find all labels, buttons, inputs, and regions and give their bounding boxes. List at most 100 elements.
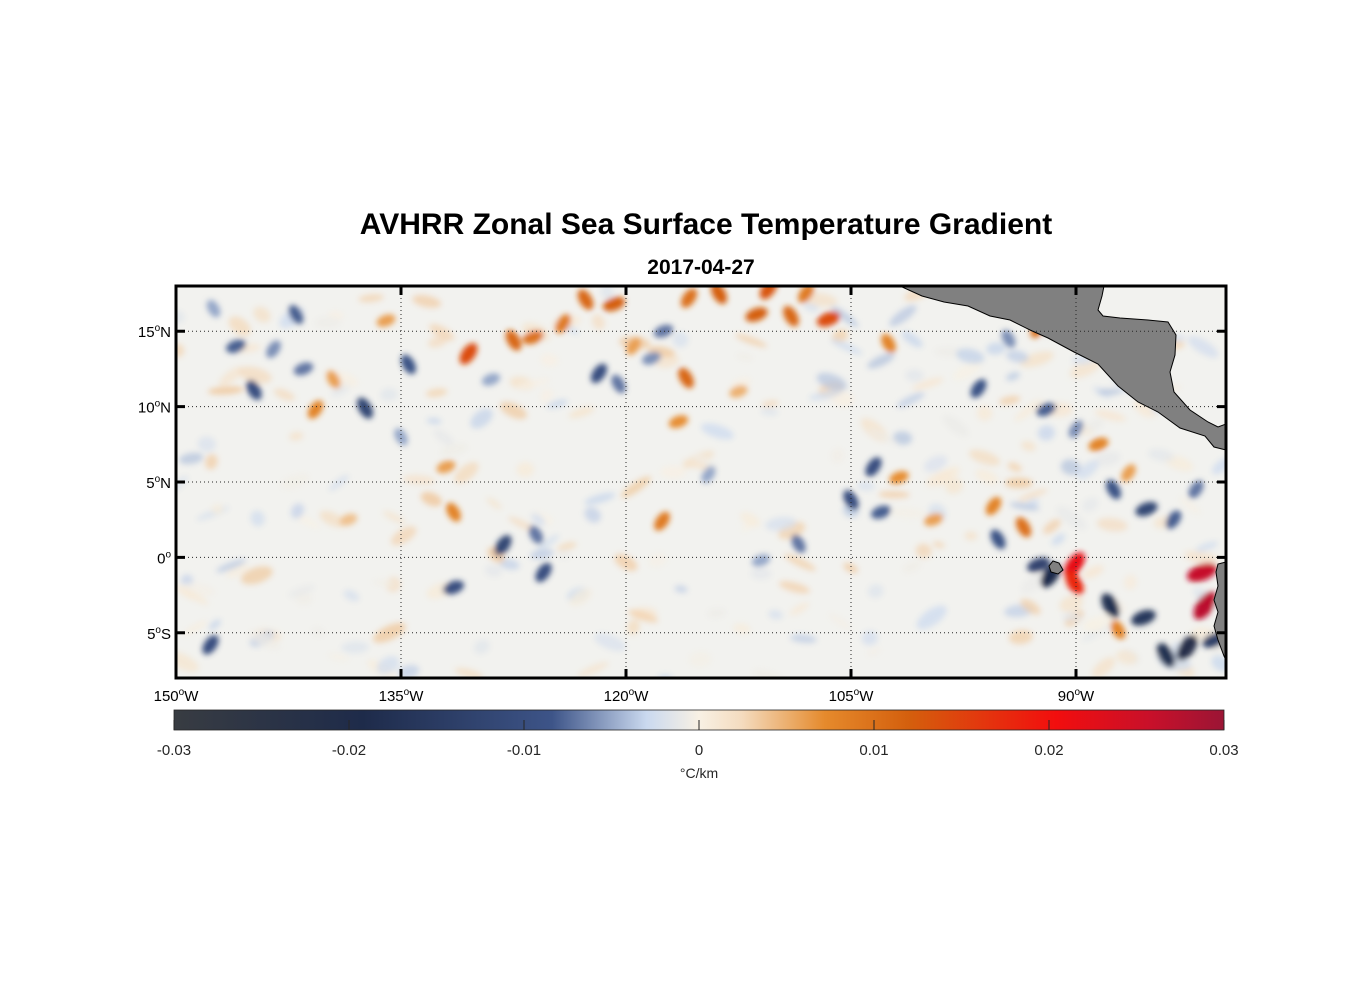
gradient-feature (394, 428, 408, 446)
texture-blob (1082, 614, 1115, 631)
texture-blob (557, 541, 577, 552)
texture-blob (454, 667, 484, 678)
texture-blob (672, 331, 689, 348)
lon-tick-label: 105oW (829, 687, 875, 705)
texture-blob (473, 639, 490, 654)
gradient-feature (505, 330, 522, 351)
gradient-feature (680, 288, 698, 308)
gradient-feature (1186, 563, 1218, 582)
texture-blob (1085, 418, 1104, 433)
texture-blob (943, 415, 969, 437)
texture-blob (426, 417, 442, 425)
texture-blob (896, 392, 925, 408)
texture-blob (197, 436, 216, 452)
colorbar-tick-label: 0.02 (1034, 742, 1063, 759)
chart-subtitle: 2017-04-27 (647, 256, 754, 279)
texture-blob (1184, 550, 1219, 564)
texture-blob (789, 602, 810, 616)
gradient-feature (985, 496, 1002, 516)
gradient-feature (590, 363, 608, 384)
texture-blob (843, 562, 858, 574)
gradient-feature (1156, 643, 1176, 668)
texture-blob (1069, 358, 1102, 378)
gradient-feature (1068, 420, 1084, 438)
texture-blob (591, 314, 605, 330)
texture-blob (688, 651, 712, 668)
texture-blob (568, 406, 595, 419)
texture-blob (932, 541, 945, 549)
texture-blob (1006, 350, 1029, 363)
colorbar-tick-label: 0.01 (859, 742, 888, 759)
texture-blob (584, 492, 616, 505)
texture-blob (816, 372, 847, 391)
texture-blob (241, 566, 273, 585)
gradient-feature (653, 324, 674, 338)
chart-title: AVHRR Zonal Sea Surface Temperature Grad… (360, 208, 1052, 241)
texture-blob (916, 605, 947, 630)
texture-blob (735, 334, 768, 348)
texture-blob (569, 588, 592, 606)
texture-blob (176, 343, 185, 358)
texture-blob (248, 630, 281, 650)
texture-blob (600, 286, 614, 299)
texture-blob (912, 377, 944, 391)
texture-blob (584, 507, 601, 523)
gradient-feature (611, 374, 626, 394)
texture-blob (627, 619, 640, 635)
texture-blob (768, 609, 783, 620)
texture-blob (1021, 573, 1046, 594)
texture-blob (420, 491, 442, 507)
gradient-feature (710, 286, 728, 305)
colorbar-tick-label: -0.03 (157, 742, 191, 759)
texture-blob (358, 294, 384, 303)
gradient-feature (400, 354, 417, 375)
galapagos-islands (1048, 560, 1064, 575)
texture-blob (956, 348, 985, 364)
texture-blob (500, 401, 527, 420)
texture-blob (732, 623, 751, 634)
texture-blob (701, 423, 734, 440)
latitude-ticks: 15oN 10oN 5oN 0o 5oS (138, 323, 1226, 643)
gradient-feature (535, 562, 552, 583)
gradient-feature (865, 457, 882, 477)
gradient-feature (446, 502, 461, 522)
texture-blob (1076, 460, 1099, 480)
texture-blob (372, 579, 396, 587)
gradient-feature (555, 314, 571, 334)
lat-tick-label: 0o (157, 549, 171, 567)
texture-blob (1187, 336, 1219, 358)
texture-blob (856, 481, 876, 491)
texture-blob (1094, 409, 1127, 422)
texture-blob (485, 564, 502, 577)
texture-blob (593, 633, 627, 652)
texture-blob (539, 388, 554, 403)
texture-blob (925, 470, 953, 487)
gradient-feature (1121, 464, 1136, 482)
texture-blob (1123, 574, 1137, 590)
texture-blob (831, 305, 859, 328)
lat-tick-label: 5oS (147, 625, 171, 643)
texture-blob (376, 656, 400, 675)
gradient-feature (1193, 591, 1217, 620)
texture-blob (319, 510, 346, 528)
texture-blob (890, 507, 926, 519)
gradient-feature (293, 362, 314, 376)
gradient-feature (970, 379, 987, 398)
texture-blob (290, 503, 305, 519)
gradient-feature (889, 471, 909, 484)
texture-blob (280, 473, 310, 490)
texture-blob (454, 462, 479, 484)
gradient-feature (791, 534, 806, 554)
texture-blob (915, 543, 932, 559)
gradient-feature (459, 343, 478, 365)
texture-blob (390, 526, 417, 546)
texture-blob (808, 390, 842, 401)
gradient-feature (668, 415, 689, 429)
texture-blob (621, 476, 651, 498)
gradient-feature (1065, 570, 1084, 596)
gradient-feature (783, 305, 799, 327)
texture-blob (429, 324, 455, 341)
gradient-feature (1131, 609, 1156, 626)
colorbar-label: °C/km (680, 765, 718, 781)
texture-blob (433, 429, 455, 446)
